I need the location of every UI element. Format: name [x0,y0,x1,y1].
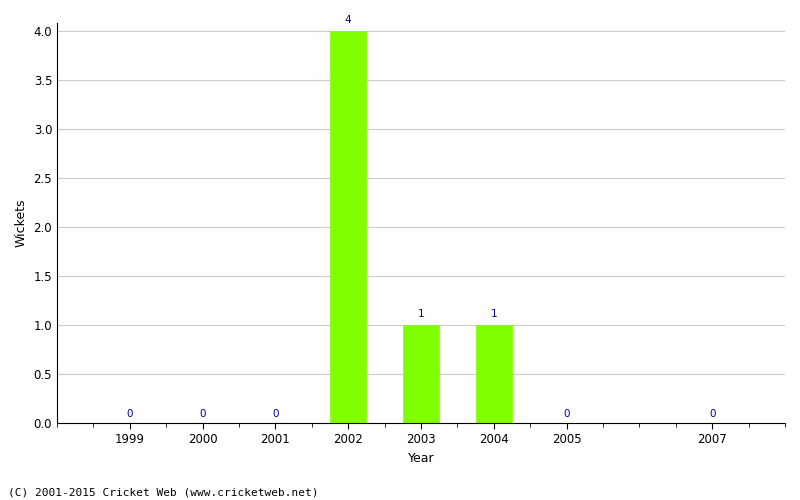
Bar [330,31,366,423]
Text: 0: 0 [199,409,206,419]
Y-axis label: Wickets: Wickets [15,199,28,248]
Text: (C) 2001-2015 Cricket Web (www.cricketweb.net): (C) 2001-2015 Cricket Web (www.cricketwe… [8,488,318,498]
Text: 0: 0 [126,409,133,419]
Text: 4: 4 [345,15,351,25]
X-axis label: Year: Year [408,452,434,465]
Bar [403,325,439,423]
Bar [476,325,512,423]
Text: 0: 0 [709,409,715,419]
Text: 1: 1 [418,309,424,319]
Text: 0: 0 [272,409,278,419]
Text: 1: 1 [490,309,497,319]
Text: 0: 0 [563,409,570,419]
